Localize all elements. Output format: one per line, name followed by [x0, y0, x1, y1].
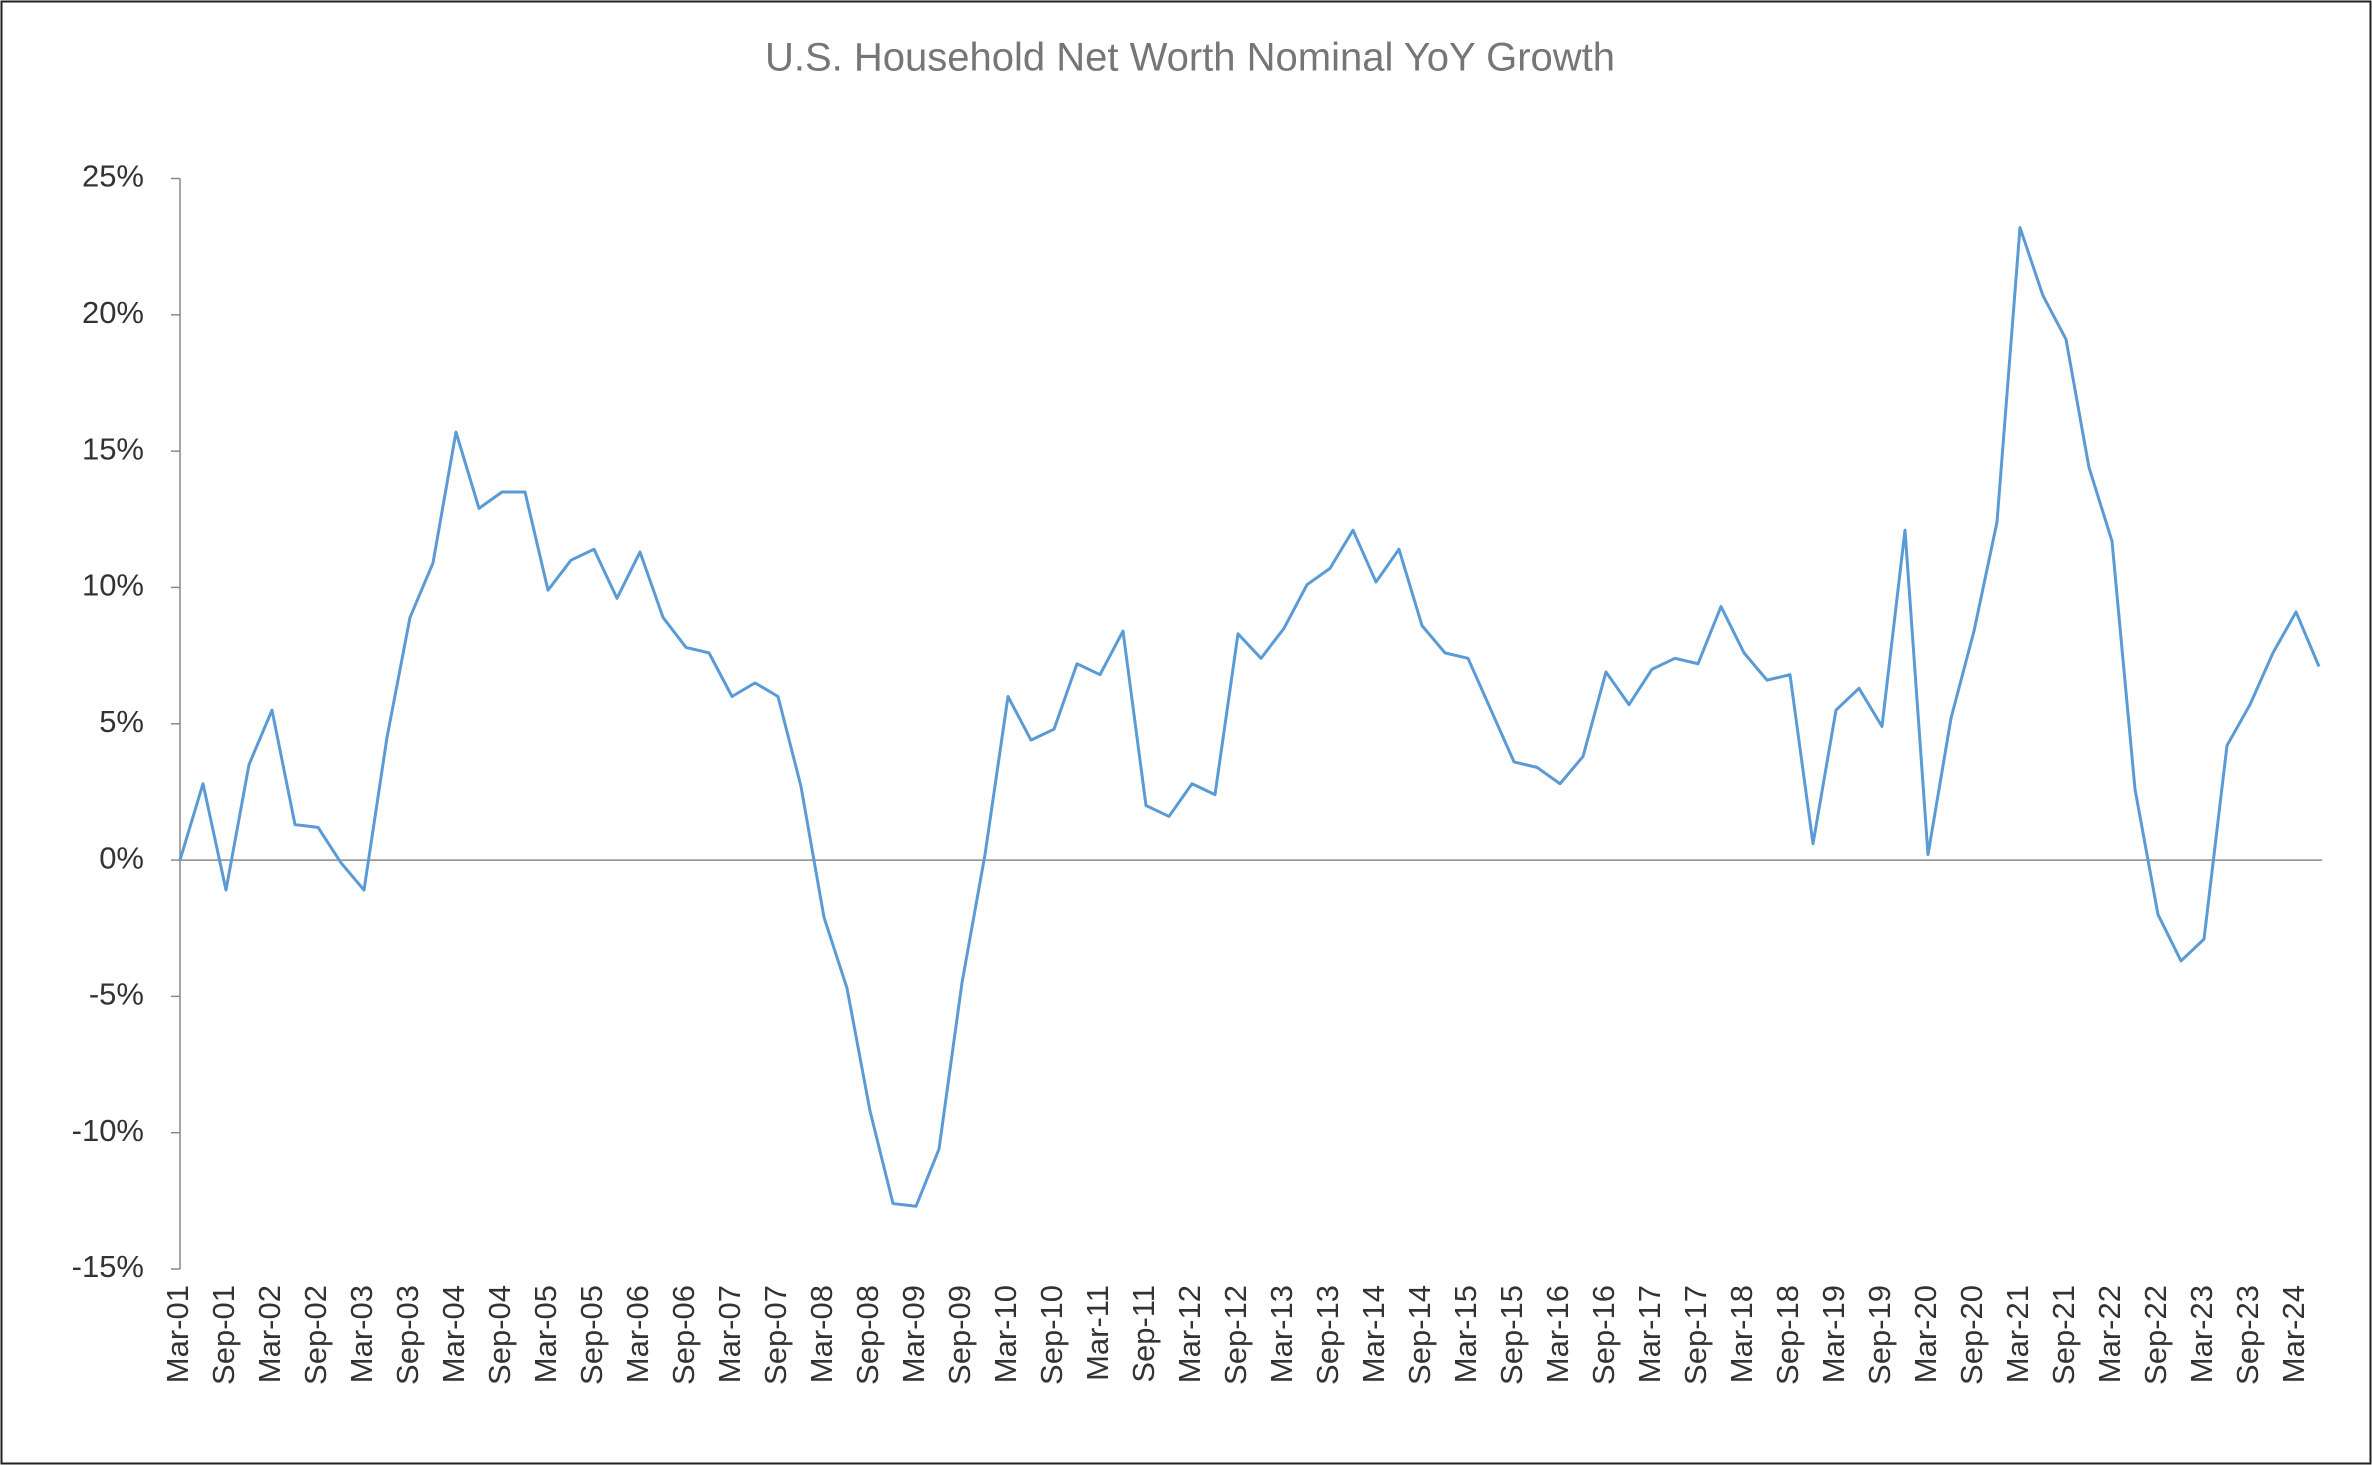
y-tick-label: 20%	[82, 295, 144, 330]
x-tick-label: Mar-05	[528, 1285, 563, 1383]
x-tick-label: Mar-10	[988, 1285, 1023, 1383]
x-tick-label: Mar-22	[2092, 1285, 2127, 1383]
x-tick-label: Sep-16	[1586, 1285, 1621, 1385]
x-tick-label: Sep-08	[850, 1285, 885, 1385]
x-tick-label: Mar-04	[436, 1285, 471, 1383]
x-tick-label: Mar-17	[1632, 1285, 1667, 1383]
x-tick-label: Mar-08	[804, 1285, 839, 1383]
x-tick-label: Mar-19	[1816, 1285, 1851, 1383]
x-tick-label: Sep-22	[2138, 1285, 2173, 1385]
x-tick-label: Sep-10	[1034, 1285, 1069, 1385]
x-tick-label: Sep-23	[2230, 1285, 2265, 1385]
x-tick-label: Sep-11	[1126, 1285, 1161, 1383]
x-tick-label: Sep-18	[1770, 1285, 1805, 1385]
x-tick-label: Mar-16	[1540, 1285, 1575, 1383]
x-tick-label: Mar-12	[1172, 1285, 1207, 1383]
x-tick-label: Sep-20	[1954, 1285, 1989, 1385]
x-tick-label: Mar-09	[896, 1285, 931, 1383]
x-tick-label: Sep-05	[574, 1285, 609, 1385]
x-tick-label: Sep-09	[942, 1285, 977, 1385]
y-tick-label: 25%	[82, 159, 144, 194]
x-tick-label: Sep-13	[1310, 1285, 1345, 1385]
x-tick-label: Sep-01	[206, 1285, 241, 1385]
x-tick-label: Sep-14	[1402, 1285, 1437, 1385]
x-tick-label: Mar-11	[1080, 1285, 1115, 1381]
x-tick-label: Mar-03	[344, 1285, 379, 1383]
x-tick-label: Mar-06	[620, 1285, 655, 1383]
x-tick-label: Mar-14	[1356, 1285, 1391, 1383]
x-tick-label: Mar-23	[2184, 1285, 2219, 1383]
x-tick-label: Mar-13	[1264, 1285, 1299, 1383]
y-tick-label: 15%	[82, 431, 144, 466]
x-tick-label: Sep-17	[1678, 1285, 1713, 1385]
y-tick-label: -10%	[72, 1113, 144, 1148]
x-tick-label: Mar-02	[252, 1285, 287, 1383]
y-tick-label: -5%	[89, 977, 144, 1012]
x-tick-label: Mar-01	[160, 1285, 195, 1383]
chart-title: U.S. Household Net Worth Nominal YoY Gro…	[765, 36, 1615, 80]
x-tick-label: Mar-18	[1724, 1285, 1759, 1383]
x-tick-label: Mar-21	[2000, 1285, 2035, 1383]
x-tick-label: Sep-15	[1494, 1285, 1529, 1385]
x-tick-label: Sep-04	[482, 1285, 517, 1385]
x-tick-label: Sep-02	[298, 1285, 333, 1385]
y-tick-label: 5%	[99, 704, 144, 739]
y-tick-label: 10%	[82, 568, 144, 603]
x-tick-label: Mar-07	[712, 1285, 747, 1383]
x-tick-label: Mar-15	[1448, 1285, 1483, 1383]
x-tick-label: Sep-06	[666, 1285, 701, 1385]
x-tick-label: Sep-07	[758, 1285, 793, 1385]
data-line	[178, 226, 2321, 1208]
x-tick-label: Mar-24	[2276, 1285, 2311, 1383]
x-tick-label: Sep-03	[390, 1285, 425, 1385]
x-tick-label: Sep-21	[2046, 1285, 2081, 1385]
x-tick-label: Sep-19	[1862, 1285, 1897, 1385]
y-tick-label: 0%	[99, 840, 144, 875]
y-tick-label: -15%	[72, 1249, 144, 1284]
x-tick-label: Sep-12	[1218, 1285, 1253, 1385]
x-tick-label: Mar-20	[1908, 1285, 1943, 1383]
